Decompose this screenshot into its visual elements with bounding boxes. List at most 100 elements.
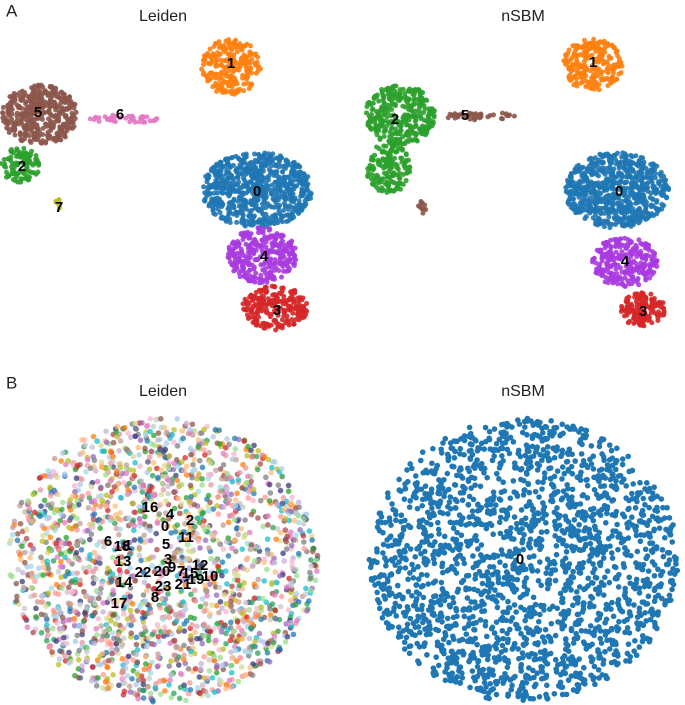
cell-dot bbox=[397, 176, 403, 182]
cell-dot bbox=[22, 175, 28, 181]
cell-dot bbox=[506, 113, 512, 119]
cell-dot bbox=[218, 57, 224, 63]
cell-dot bbox=[265, 235, 271, 241]
cell-dot bbox=[300, 539, 307, 545]
cell-dot bbox=[253, 186, 259, 192]
cell-dot bbox=[283, 546, 290, 552]
cell-dot bbox=[78, 547, 85, 553]
cell-dot bbox=[214, 190, 220, 196]
cell-dot bbox=[648, 190, 654, 196]
cell-dot bbox=[214, 161, 220, 167]
cell-dot bbox=[135, 444, 142, 451]
cell-dot bbox=[226, 244, 232, 250]
cell-dot bbox=[142, 119, 148, 125]
cell-dot bbox=[234, 219, 240, 225]
cell-dot bbox=[218, 159, 224, 165]
cell-dot bbox=[14, 171, 20, 177]
cell-dot bbox=[568, 170, 574, 176]
cell-dot bbox=[363, 110, 369, 116]
cell-dot bbox=[224, 167, 230, 173]
cell-dot bbox=[219, 572, 225, 579]
cell-dot bbox=[82, 442, 88, 448]
cell-dot bbox=[288, 303, 294, 309]
cell-dot bbox=[187, 686, 194, 693]
cell-dot bbox=[53, 540, 60, 547]
cell-dot bbox=[180, 435, 186, 442]
cell-dot bbox=[201, 70, 207, 76]
cell-dot bbox=[138, 557, 144, 564]
cell-dot bbox=[413, 123, 419, 129]
cell-dot bbox=[272, 267, 278, 273]
cell-dot bbox=[71, 608, 78, 614]
cell-dot bbox=[614, 76, 620, 82]
cell-dot bbox=[231, 451, 237, 457]
cell-dot bbox=[53, 102, 59, 108]
cell-dot bbox=[248, 70, 254, 76]
cell-dot bbox=[267, 221, 273, 227]
cell-dot bbox=[574, 83, 580, 89]
cell-dot bbox=[601, 60, 607, 66]
cell-dot bbox=[7, 572, 14, 578]
cell-dot bbox=[202, 190, 208, 196]
cell-dot bbox=[427, 117, 433, 123]
cell-dot bbox=[259, 178, 265, 184]
cell-dot bbox=[240, 211, 246, 217]
cell-dot bbox=[91, 511, 98, 517]
cell-dot bbox=[652, 175, 658, 181]
cell-dot bbox=[204, 75, 210, 81]
cell-dot bbox=[379, 117, 385, 123]
cell-dot bbox=[131, 484, 138, 491]
cell-dot bbox=[226, 204, 232, 210]
cell-dot bbox=[205, 175, 211, 181]
cell-dot bbox=[215, 84, 221, 90]
cell-dot bbox=[288, 192, 294, 198]
cell-dot bbox=[592, 201, 598, 207]
cell-dot bbox=[289, 494, 295, 501]
cell-dot bbox=[232, 67, 238, 73]
cell-dot bbox=[253, 70, 259, 76]
cell-dot bbox=[595, 222, 601, 228]
cell-dot bbox=[567, 193, 573, 199]
cell-dot bbox=[622, 198, 628, 204]
cell-dot bbox=[406, 138, 412, 144]
cell-dot bbox=[229, 91, 235, 97]
cell-dot bbox=[306, 194, 312, 200]
cell-dot bbox=[275, 628, 281, 635]
cell-dot bbox=[279, 325, 285, 331]
cell-dot bbox=[422, 106, 428, 112]
cluster-label: 5 bbox=[461, 107, 469, 124]
cell-dot bbox=[37, 487, 44, 493]
cell-dot bbox=[640, 200, 646, 206]
cell-dot bbox=[26, 104, 32, 110]
cell-dot bbox=[213, 467, 219, 474]
cell-dot bbox=[36, 565, 42, 571]
cell-dot bbox=[207, 46, 213, 52]
cell-dot bbox=[222, 49, 228, 55]
cell-dot bbox=[120, 667, 126, 674]
cell-dot bbox=[276, 205, 282, 211]
cell-dot bbox=[301, 171, 307, 177]
cluster-label: 6 bbox=[116, 106, 124, 123]
cell-dot bbox=[66, 105, 72, 111]
cell-dot bbox=[232, 446, 239, 452]
cell-dot bbox=[207, 61, 213, 67]
cell-dot bbox=[649, 296, 655, 302]
cell-dot bbox=[176, 695, 183, 702]
cell-dot bbox=[40, 532, 46, 539]
cell-dot bbox=[622, 151, 628, 157]
cell-dot bbox=[263, 239, 269, 245]
cell-dot bbox=[216, 39, 222, 45]
cell-dot bbox=[213, 637, 219, 644]
cell-dot bbox=[210, 51, 216, 57]
cell-dot bbox=[232, 251, 238, 257]
cell-dot bbox=[246, 301, 252, 307]
cell-dot bbox=[646, 247, 652, 253]
cell-dot bbox=[267, 273, 273, 279]
cell-dot bbox=[252, 257, 258, 263]
cell-dot bbox=[247, 214, 253, 220]
cell-dot bbox=[485, 114, 491, 120]
cell-dot bbox=[27, 169, 33, 175]
cell-dot bbox=[659, 190, 665, 196]
cell-dot bbox=[118, 643, 125, 650]
